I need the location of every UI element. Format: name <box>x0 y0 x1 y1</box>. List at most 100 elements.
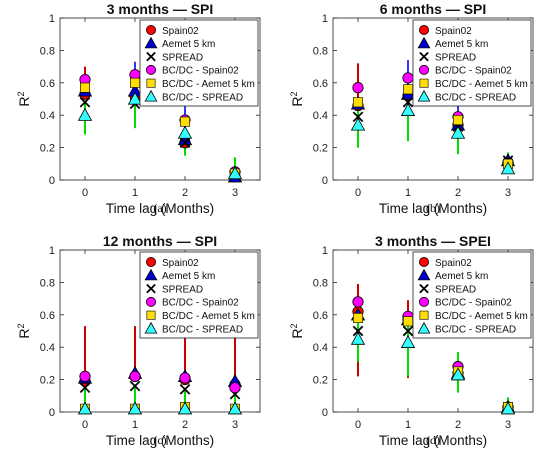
chart-title: 12 months — SPI <box>103 233 217 249</box>
legend: Spain02 Aemet 5 km SPREAD BC/DC - Spain02 BC… <box>139 19 259 107</box>
data-point-bc-dc-spread <box>400 103 416 116</box>
panel-caption: (d) <box>426 433 440 447</box>
y-tick-label: 0 <box>322 175 328 187</box>
data-point-bc-dc-aemet-5-km <box>353 313 363 324</box>
data-point-bc-dc-spread <box>500 161 516 175</box>
data-point-bc-dc-spain02 <box>179 372 191 384</box>
legend-marker <box>144 268 158 281</box>
data-point-spread <box>79 96 91 108</box>
y-tick-label: 0.4 <box>313 342 328 354</box>
legend: Spain02 Aemet 5 km SPREAD BC/DC - Spain02 BC… <box>412 251 532 339</box>
y-tick-label: 0 <box>49 407 55 419</box>
legend-label: SPREAD <box>435 284 476 295</box>
data-point-bc-dc-spread <box>177 125 193 139</box>
legend-marker <box>419 78 429 88</box>
panel-caption: (b) <box>426 201 440 215</box>
x-tick-label: 1 <box>405 419 411 431</box>
y-tick-label: 0.2 <box>313 143 328 155</box>
data-point-bc-dc-spread <box>400 335 416 348</box>
data-point-bc-dc-spain02 <box>79 370 91 382</box>
legend-label: Aemet 5 km <box>435 271 488 282</box>
y-tick-label: 0.6 <box>40 78 55 90</box>
y-tick-label: 0.2 <box>40 143 55 155</box>
chart-title: 3 months — SPEI <box>375 233 491 249</box>
data-point-bc-dc-spread <box>450 125 466 139</box>
data-point-bc-dc-aemet-5-km <box>403 316 413 327</box>
data-point-bc-dc-spread <box>500 401 516 415</box>
data-point-bc-dc-aemet-5-km <box>130 77 140 88</box>
legend-marker <box>419 51 429 62</box>
data-point-spread <box>402 96 414 108</box>
data-point-bc-dc-spain02 <box>229 382 241 394</box>
panel-caption: (c) <box>153 433 166 447</box>
data-point-bc-dc-aemet-5-km <box>453 115 463 126</box>
y-tick-label: 0.6 <box>313 310 328 322</box>
x-tick-label: 0 <box>82 187 88 199</box>
x-tick-label: 0 <box>355 187 361 199</box>
y-tick-label: 0.2 <box>313 375 328 387</box>
legend-label: BC/DC - SPREAD <box>162 324 243 335</box>
y-tick-label: 0.8 <box>313 45 328 57</box>
legend-label: Aemet 5 km <box>435 39 488 50</box>
legend-label: BC/DC - SPREAD <box>435 92 516 103</box>
legend-label: BC/DC - Spain02 <box>162 298 239 309</box>
chart-panel-a: 0 0.2 0.4 0.6 0.8 1 0 1 2 3 3 months — SPI Time lag… <box>16 1 261 216</box>
x-tick-label: 3 <box>232 419 238 431</box>
legend-marker <box>146 78 156 88</box>
chart-panel-b: 0 0.2 0.4 0.6 0.8 1 0 1 2 3 6 months — SPI Time lag… <box>289 1 534 216</box>
data-point-bc-dc-spain02 <box>352 296 364 308</box>
x-axis-label: Time lag (Months) <box>106 433 214 448</box>
x-axis-label: Time lag (Months) <box>379 201 487 216</box>
x-tick-label: 1 <box>132 419 138 431</box>
data-point-spread <box>179 137 191 149</box>
x-axis-label: Time lag (Months) <box>379 433 487 448</box>
legend-label: BC/DC - Aemet 5 km <box>162 79 255 90</box>
legend-marker <box>145 256 156 267</box>
data-point-spread <box>352 111 364 123</box>
legend-marker <box>145 24 156 35</box>
y-tick-label: 0.4 <box>40 110 55 122</box>
y-tick-label: 0.2 <box>40 375 55 387</box>
legend: Spain02 Aemet 5 km SPREAD BC/DC - Spain02 BC… <box>139 251 259 339</box>
legend-marker <box>146 283 156 294</box>
legend-marker <box>418 24 429 35</box>
legend-label: Spain02 <box>162 26 199 37</box>
x-tick-label: 0 <box>82 419 88 431</box>
y-tick-label: 1 <box>49 245 55 257</box>
legend-marker <box>417 89 431 102</box>
legend-label: BC/DC - Spain02 <box>435 298 512 309</box>
legend-marker <box>145 64 156 75</box>
legend-marker <box>144 36 158 49</box>
legend-label: SPREAD <box>162 284 203 295</box>
y-axis-label: R2 <box>289 91 305 106</box>
data-point-bc-dc-spread <box>450 367 466 381</box>
legend-label: BC/DC - Aemet 5 km <box>435 311 528 322</box>
legend-marker <box>144 89 158 102</box>
legend-label: SPREAD <box>435 52 476 63</box>
x-tick-label: 2 <box>455 187 461 199</box>
x-tick-label: 2 <box>182 187 188 199</box>
legend-label: BC/DC - Spain02 <box>162 66 239 77</box>
legend-label: Spain02 <box>162 258 199 269</box>
legend-label: Aemet 5 km <box>162 39 215 50</box>
x-tick-label: 2 <box>182 419 188 431</box>
legend-box <box>412 251 532 339</box>
chart-title: 3 months — SPI <box>107 1 214 17</box>
y-axis-label: R2 <box>289 323 305 338</box>
data-point-bc-dc-spain02 <box>402 72 414 84</box>
chart-title: 6 months — SPI <box>380 1 487 17</box>
data-point-spread <box>129 380 141 392</box>
legend-label: Aemet 5 km <box>162 271 215 282</box>
legend-marker <box>418 256 429 267</box>
legend-marker <box>146 51 156 62</box>
legend-label: Spain02 <box>435 26 472 37</box>
x-tick-label: 0 <box>355 419 361 431</box>
legend-marker <box>418 64 429 75</box>
legend: Spain02 Aemet 5 km SPREAD BC/DC - Spain02 BC… <box>412 19 532 107</box>
legend-marker <box>419 283 429 294</box>
data-point-bc-dc-aemet-5-km <box>180 116 190 127</box>
x-tick-label: 3 <box>232 187 238 199</box>
data-point-bc-dc-aemet-5-km <box>403 84 413 95</box>
